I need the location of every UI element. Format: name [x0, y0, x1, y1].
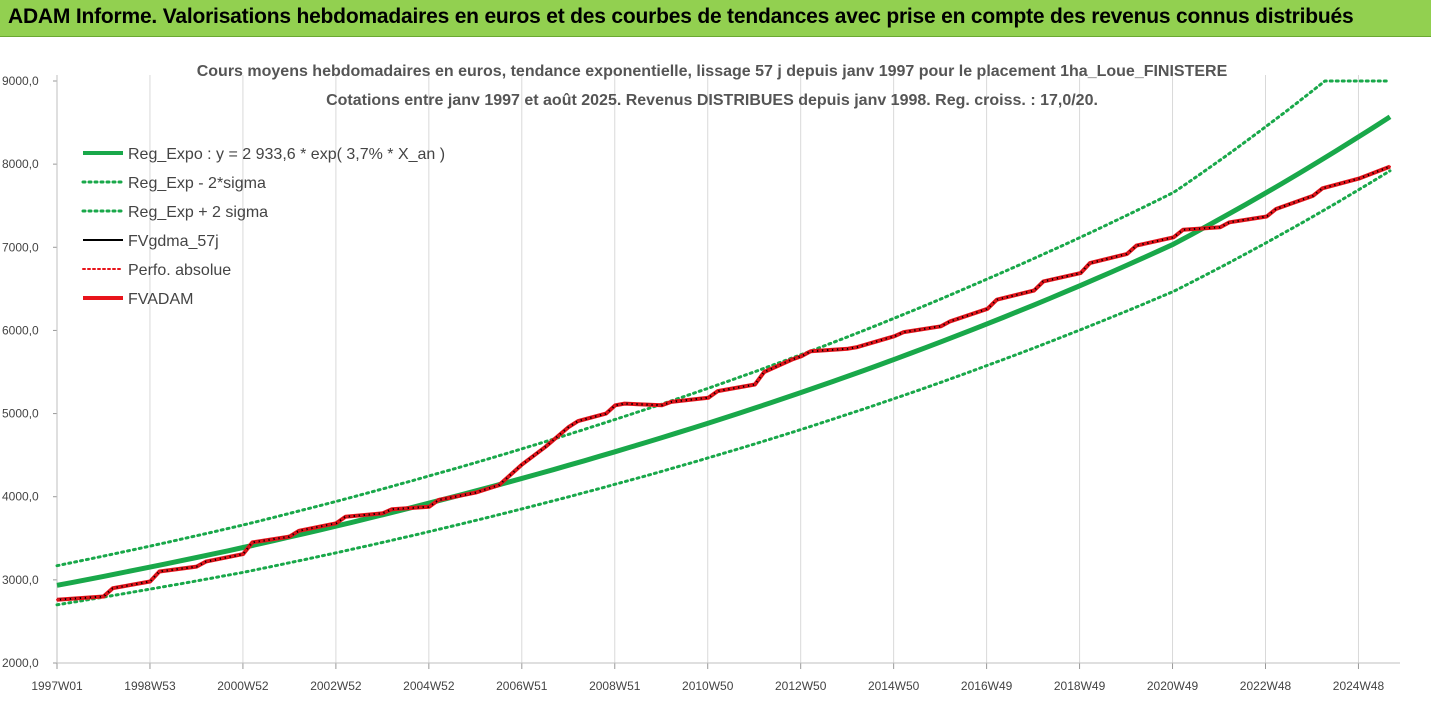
- x-tick-label: 2020W49: [1147, 679, 1199, 693]
- x-tick-label: 2012W50: [775, 679, 827, 693]
- x-tick-label: 1997W01: [31, 679, 83, 693]
- x-tick-label: 2002W52: [310, 679, 362, 693]
- header-banner: ADAM Informe. Valorisations hebdomadaire…: [0, 0, 1431, 37]
- axes: 2000,0 3000,0 4000,0 5000,0 6000,0 7000,0 8000…: [2, 74, 1400, 693]
- x-tick-label: 2024W48: [1333, 679, 1385, 693]
- x-tick-label: 1998W53: [124, 679, 176, 693]
- chart-subtitle: Cotations entre janv 1997 et août 2025. …: [326, 92, 1098, 109]
- y-tick-label: 6000,0: [2, 323, 39, 337]
- x-tick-label: 2000W52: [217, 679, 269, 693]
- gridlines: [56, 75, 1359, 663]
- x-tick-label: 2006W51: [496, 679, 548, 693]
- x-tick-label: 2008W51: [589, 679, 641, 693]
- legend-label: Perfo. absolue: [128, 262, 231, 279]
- x-tick-label: 2022W48: [1240, 679, 1292, 693]
- legend: Reg_Expo : y = 2 933,6 * exp( 3,7% * X_a…: [81, 146, 445, 308]
- x-tick-label: 2014W50: [868, 679, 920, 693]
- x-tick-label: 2010W50: [682, 679, 734, 693]
- x-tick-label: 2004W52: [403, 679, 455, 693]
- y-tick-label: 7000,0: [2, 240, 39, 254]
- chart: 2000,0 3000,0 4000,0 5000,0 6000,0 7000,0 8000…: [2, 63, 1400, 693]
- y-tick-label: 9000,0: [2, 74, 39, 88]
- chart-area: 2000,0 3000,0 4000,0 5000,0 6000,0 7000,0 8000…: [0, 37, 1431, 718]
- legend-label: FVADAM: [128, 291, 193, 308]
- series-line-1: [55, 169, 1392, 607]
- x-tick-label: 2016W49: [961, 679, 1013, 693]
- legend-label: Reg_Exp - 2*sigma: [128, 175, 266, 192]
- series: [55, 79, 1392, 607]
- series-line-4: [56, 165, 1391, 601]
- chart-title: Cours moyens hebdomadaires en euros, ten…: [197, 63, 1228, 80]
- page-title: ADAM Informe. Valorisations hebdomadaire…: [8, 5, 1354, 28]
- y-tick-label: 5000,0: [2, 407, 39, 421]
- y-tick-label: 8000,0: [2, 157, 39, 171]
- x-tick-label: 2018W49: [1054, 679, 1106, 693]
- y-tick-label: 2000,0: [2, 656, 39, 670]
- legend-label: Reg_Expo : y = 2 933,6 * exp( 3,7% * X_a…: [128, 146, 445, 163]
- legend-label: Reg_Exp + 2 sigma: [128, 204, 268, 221]
- legend-label: FVgdma_57j: [128, 233, 219, 250]
- y-tick-label: 3000,0: [2, 573, 39, 587]
- y-tick-label: 4000,0: [2, 490, 39, 504]
